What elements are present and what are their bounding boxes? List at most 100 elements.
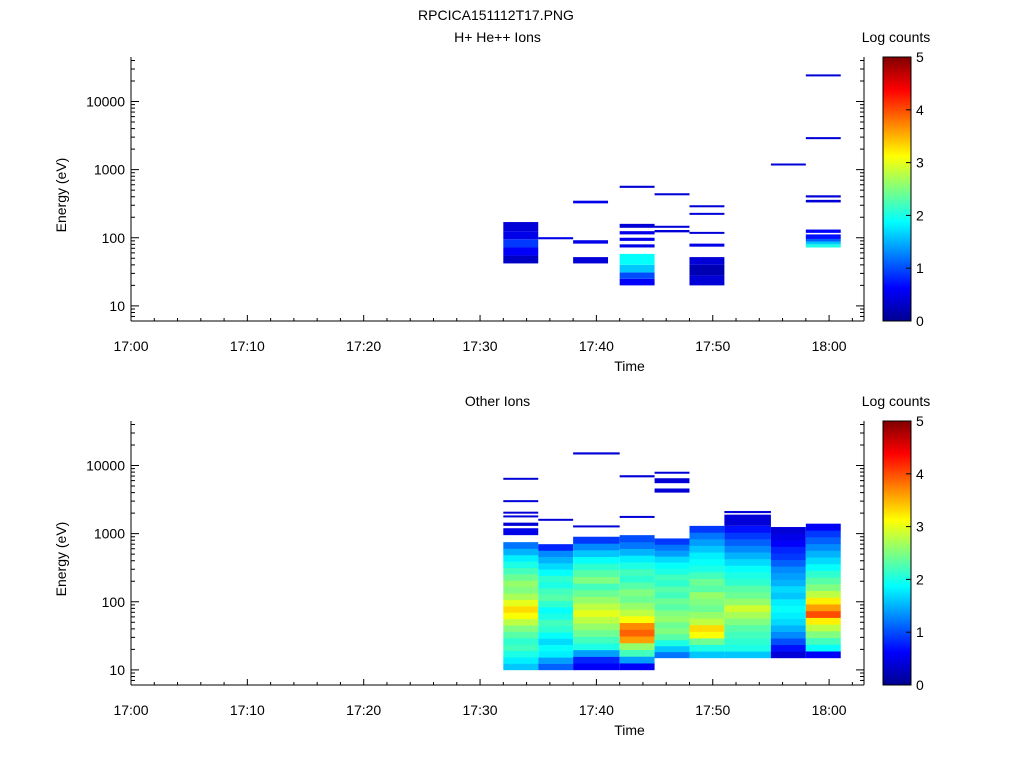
heatmap-cells — [503, 74, 841, 286]
colorbar-tick-label: 1 — [916, 624, 924, 640]
heatmap-cell — [619, 253, 655, 265]
heatmap-cell — [724, 644, 771, 652]
heatmap-cell — [724, 618, 771, 626]
heatmap-cell — [619, 515, 655, 518]
heatmap-cell — [573, 656, 620, 664]
heatmap-cell — [689, 231, 725, 234]
y-tick-label: 1000 — [94, 526, 125, 542]
heatmap-cell — [503, 663, 539, 671]
heatmap-cell — [805, 610, 841, 618]
heatmap-cell — [538, 518, 574, 521]
x-axis-label: Time — [614, 722, 645, 738]
heatmap-cell — [689, 257, 725, 265]
heatmap-cell — [689, 591, 725, 599]
heatmap-cell — [770, 579, 806, 587]
heatmap-cell — [503, 567, 539, 575]
heatmap-cell — [805, 137, 841, 140]
heatmap-cell — [654, 645, 690, 653]
heatmap-cell — [503, 247, 539, 256]
heatmap-cell — [619, 622, 655, 630]
heatmap-cell — [654, 622, 690, 629]
heatmap-cell — [573, 452, 620, 455]
colorbar-gradient — [882, 420, 912, 686]
heatmap-cell — [619, 609, 655, 617]
heatmap-cell — [724, 525, 771, 533]
heatmap-cell — [503, 606, 539, 613]
heatmap-cell — [805, 229, 841, 233]
heatmap-cell — [805, 523, 841, 531]
heatmap-cell — [805, 238, 841, 242]
heatmap-cell — [654, 562, 690, 569]
heatmap-cell — [805, 550, 841, 558]
heatmap-cell — [619, 548, 655, 556]
y-tick-label: 1000 — [94, 162, 125, 178]
colorbar-tick-label: 3 — [916, 519, 924, 535]
heatmap-cell — [654, 592, 690, 599]
heatmap-cell — [654, 568, 690, 575]
heatmap-cell — [503, 554, 539, 562]
heatmap-cell — [538, 613, 574, 620]
heatmap-cell — [573, 663, 620, 671]
heatmap-cell — [724, 539, 771, 546]
heatmap-cell — [770, 540, 806, 547]
heatmap-cell — [770, 612, 806, 619]
heatmap-cell — [689, 631, 725, 639]
heatmap-cell — [805, 74, 841, 77]
heatmap-cell — [538, 632, 574, 639]
axes: 17:00 17:10 17:20 17:30 17:40 17:50 18:00 Time 1… — [53, 421, 865, 738]
heatmap-cell — [654, 225, 690, 228]
heatmap-cell — [503, 599, 539, 607]
heatmap-cell — [724, 598, 771, 606]
heatmap-cell — [573, 636, 620, 644]
heatmap-cell — [805, 651, 841, 659]
heatmap-cell — [503, 650, 539, 658]
heatmap-cell — [503, 528, 539, 536]
heatmap-cell — [805, 234, 841, 239]
heatmap-cell — [689, 558, 725, 566]
heatmap-cell — [573, 200, 609, 204]
heatmap-cells — [503, 452, 841, 671]
panel-title: Other Ions — [465, 393, 530, 409]
x-tick-label: 18:00 — [812, 338, 847, 354]
heatmap-cell — [689, 638, 725, 645]
heatmap-cell — [619, 541, 655, 549]
heatmap-cell — [654, 628, 690, 635]
colorbar-tick-label: 0 — [916, 313, 924, 329]
heatmap-cell — [805, 590, 841, 598]
heatmap-cell — [619, 237, 655, 241]
heatmap-cell — [619, 244, 655, 248]
heatmap-cell — [538, 651, 574, 658]
heatmap-cell — [654, 478, 690, 484]
heatmap-cell — [503, 231, 539, 240]
heatmap-cell — [503, 657, 539, 664]
heatmap-cell — [770, 618, 806, 626]
heatmap-cell — [805, 530, 841, 538]
heatmap-cell — [770, 592, 806, 600]
heatmap-cell — [503, 644, 539, 652]
heatmap-cell — [770, 644, 806, 652]
y-tick-label: 10000 — [86, 458, 125, 474]
heatmap-cell — [805, 244, 841, 248]
heatmap-cell — [770, 605, 806, 613]
heatmap-cell — [770, 572, 806, 580]
heatmap-cell — [770, 631, 806, 639]
heatmap-cell — [538, 644, 574, 652]
heatmap-cell — [503, 500, 539, 503]
heatmap-cell — [689, 264, 725, 276]
heatmap-cell — [689, 552, 725, 560]
heatmap-cell — [538, 663, 574, 671]
heatmap-cell — [503, 511, 539, 514]
heatmap-cell — [619, 475, 655, 478]
heatmap-cell — [724, 552, 771, 560]
heatmap-cell — [573, 596, 620, 604]
x-tick-label: 17:40 — [579, 338, 614, 354]
heatmap-cell — [724, 545, 771, 553]
y-tick-label: 10 — [109, 662, 125, 678]
heatmap-cell — [689, 532, 725, 540]
heatmap-cell — [503, 612, 539, 620]
heatmap-cell — [689, 598, 725, 606]
heatmap-cell — [689, 539, 725, 546]
heatmap-cell — [805, 537, 841, 545]
heatmap-cell — [724, 611, 771, 619]
